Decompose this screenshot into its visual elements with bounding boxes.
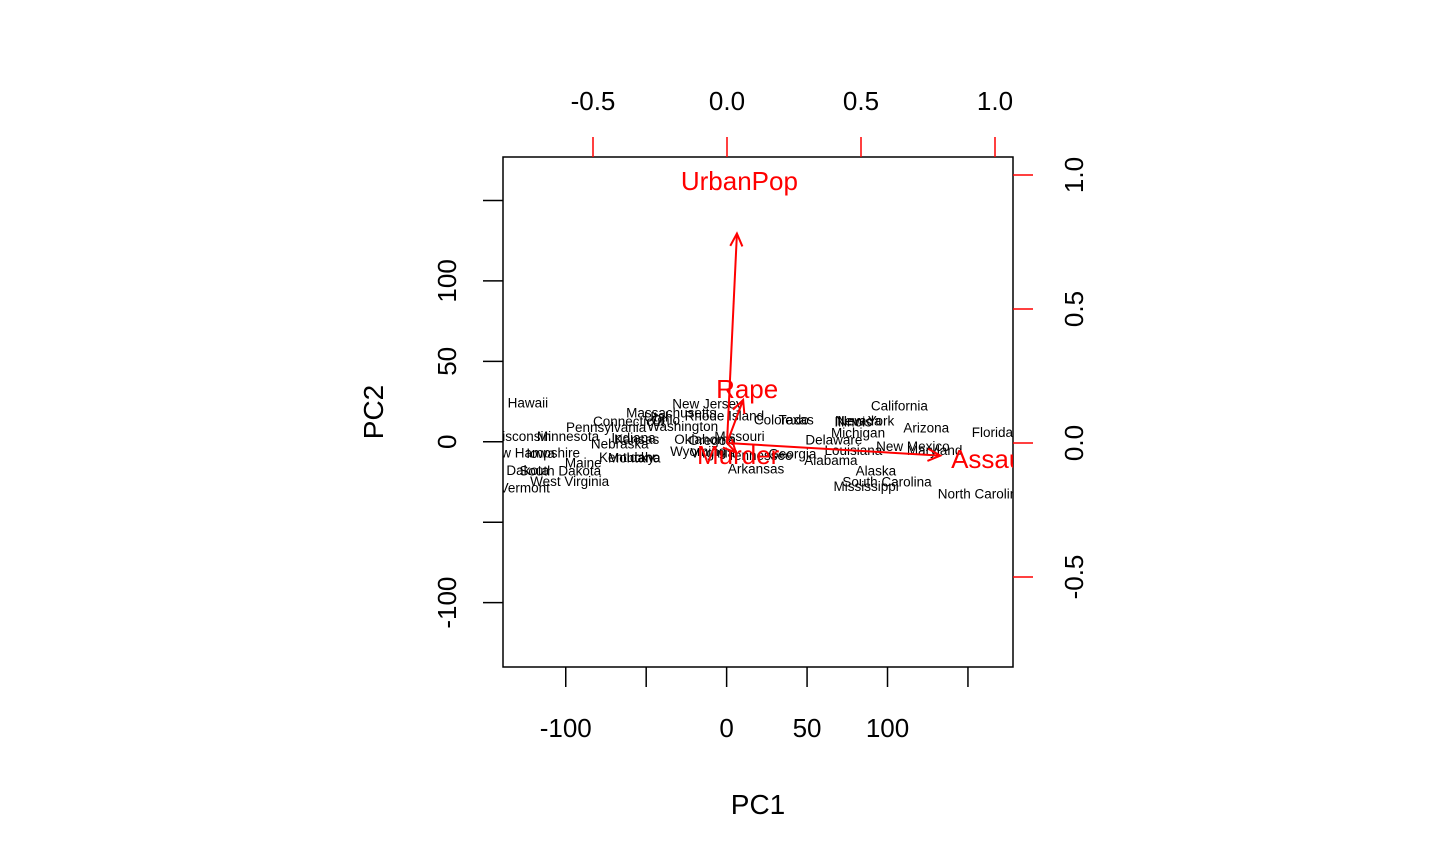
observation-label: Arkansas: [728, 462, 785, 477]
loading-label: Rape: [716, 374, 778, 404]
observation-label: Michigan: [831, 425, 885, 440]
left-axis: -100 0 50 100: [432, 199, 503, 629]
observation-label: Alaska: [856, 464, 897, 479]
loading-arrowhead: [729, 231, 744, 247]
observation-label: Oregon: [689, 433, 734, 448]
observation-label: Massachusetts: [626, 405, 716, 420]
observation-label: Tennessee: [727, 448, 792, 463]
observation-label: Colorado: [754, 413, 809, 428]
observation-label: California: [871, 399, 929, 414]
observation-label: Delaware: [805, 433, 862, 448]
observation-label: Illinois: [834, 414, 872, 429]
observation-label: Washington: [647, 419, 718, 434]
observation-label: North Carolina: [938, 487, 1026, 502]
y-tick-label: 0: [432, 435, 462, 449]
bottom-axis: -100 0 50 100: [540, 667, 969, 743]
top-tick-label: 0.5: [843, 86, 879, 116]
y-tick-label: 100: [432, 259, 462, 302]
top-tick-label: 0.0: [709, 86, 745, 116]
observation-label: Wyoming: [670, 444, 726, 459]
x-tick-label: 100: [866, 713, 909, 743]
observation-label: New Hampshire: [484, 446, 580, 461]
observation-label: Kansas: [614, 432, 659, 447]
x-tick-label: 0: [719, 713, 733, 743]
observation-label: Maine: [565, 456, 602, 471]
observation-label: Mississippi: [833, 479, 898, 494]
loading-label: UrbanPop: [681, 166, 798, 196]
observation-label: Idaho: [626, 450, 660, 465]
observation-label: South Carolina: [842, 474, 932, 489]
right-axis: -0.5 0.0 0.5 1.0: [1013, 157, 1089, 599]
observation-label: Indiana: [611, 430, 656, 445]
observation-label: Alabama: [804, 453, 858, 468]
right-tick-label: 0.5: [1059, 291, 1089, 327]
observation-label: Florida: [972, 425, 1014, 440]
observation-label: Kentucky: [599, 450, 655, 465]
observation-label: South Dakota: [519, 464, 601, 479]
right-tick-label: 1.0: [1059, 157, 1089, 193]
observation-label: Hawaii: [508, 396, 549, 411]
observation-label: Connecticut: [593, 414, 665, 429]
observation-label: Minnesota: [537, 429, 600, 444]
x-tick-label: -100: [540, 713, 592, 743]
observation-label: North Dakota: [470, 463, 550, 478]
observation-label: New York: [837, 414, 894, 429]
observation-label: Iowa: [526, 446, 555, 461]
observation-label: Ohio: [652, 412, 681, 427]
observation-label: Pennsylvania: [566, 420, 647, 435]
observation-label: Montana: [608, 451, 661, 466]
observation-label: Arizona: [903, 421, 949, 436]
top-tick-label: -0.5: [571, 86, 616, 116]
loading-arrow: [726, 399, 745, 444]
y-tick-label: 50: [432, 347, 462, 376]
right-tick-label: 0.0: [1059, 425, 1089, 461]
observation-label: New Jersey: [672, 396, 743, 411]
observation-label: Texas: [778, 413, 814, 428]
loading-arrow: [726, 233, 738, 444]
y-axis-title: PC2: [358, 385, 389, 439]
observation-label: Vermont: [500, 481, 551, 496]
loading-label: Assault: [951, 444, 1037, 474]
loading-arrowhead: [927, 447, 943, 462]
observation-label: Virginia: [690, 446, 735, 461]
x-tick-label: 50: [793, 713, 822, 743]
observation-label: Utah: [644, 410, 673, 425]
observation-label: Nebraska: [591, 437, 649, 452]
top-tick-label: 1.0: [977, 86, 1013, 116]
loading-arrowhead: [732, 397, 746, 415]
observation-label: West Virginia: [530, 474, 610, 489]
top-axis: -0.5 0.0 0.5 1.0: [571, 86, 1013, 157]
right-tick-label: -0.5: [1059, 555, 1089, 600]
y-tick-label: -100: [432, 577, 462, 629]
observation-label: Wisconsin: [489, 429, 551, 444]
observation-label: Oklahoma: [674, 432, 736, 447]
x-axis-title: PC1: [731, 789, 785, 820]
observation-label: Georgia: [768, 447, 817, 462]
plot-frame: [502, 156, 1014, 668]
loading-arrow: [726, 442, 941, 457]
observation-label: Nevada: [835, 414, 882, 429]
